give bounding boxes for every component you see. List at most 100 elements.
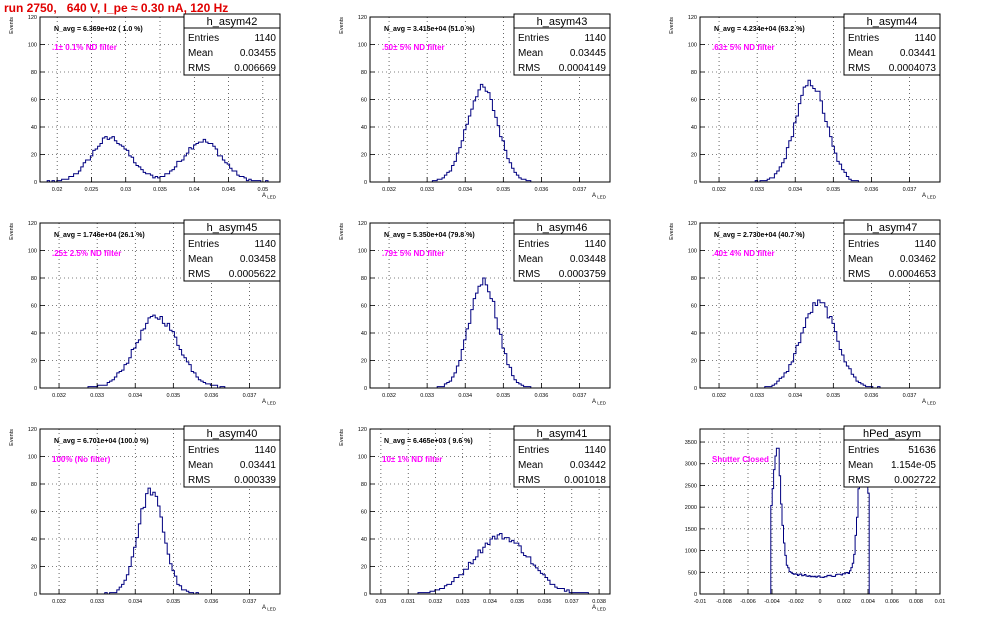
histogram-name: h_asym44 xyxy=(867,16,918,28)
stats-box xyxy=(843,27,941,76)
x-tick-label: 0.037 xyxy=(565,599,579,605)
stats-box xyxy=(183,27,281,76)
x-axis-label: A LED xyxy=(592,605,607,612)
y-tick-label: 120 xyxy=(358,15,367,21)
stat-value: 0.0004073 xyxy=(889,63,937,74)
y-tick-label: 40 xyxy=(361,125,367,131)
stat-label: Mean xyxy=(188,460,213,471)
stat-label: Entries xyxy=(518,445,549,456)
x-tick-label: 0.037 xyxy=(573,187,587,193)
x-tick-label: 0.031 xyxy=(401,599,415,605)
stat-value: 0.0004653 xyxy=(889,269,937,280)
x-tick-label: 0.034 xyxy=(458,187,472,193)
x-tick-label: -0.002 xyxy=(788,599,804,605)
y-tick-label: 40 xyxy=(691,331,697,337)
histogram-panel-h_asym45: 0 20 40 60 80 100 120 0.032 0.033 0.034 0.035 0.036… xyxy=(9,219,281,406)
page-title: run 2750, 640 V, I_pe ≈ 0.30 nA, 120 Hz xyxy=(4,1,229,15)
filter-note: .79± 5% ND filter xyxy=(382,249,445,258)
x-tick-label: 0.035 xyxy=(166,599,180,605)
y-tick-label: 120 xyxy=(688,221,697,227)
y-tick-label: 100 xyxy=(28,249,37,255)
y-tick-label: 40 xyxy=(361,537,367,543)
y-tick-label: 20 xyxy=(361,565,367,571)
stat-label: Mean xyxy=(518,48,543,59)
y-tick-label: 100 xyxy=(358,455,367,461)
x-tick-label: 0.036 xyxy=(535,393,549,399)
y-tick-label: 20 xyxy=(691,153,697,159)
stat-label: Mean xyxy=(518,254,543,265)
x-tick-label: 0.05 xyxy=(257,187,268,193)
filter-note: .50± 5% ND filter xyxy=(382,43,445,52)
x-tick-label: 0.01 xyxy=(935,599,946,605)
filter-note: 100% (No filter) xyxy=(52,455,111,464)
x-tick-label: 0.02 xyxy=(52,187,63,193)
histogram-panel-h_asym44: 0 20 40 60 80 100 120 0.032 0.033 0.034 0.035 0.036… xyxy=(669,13,941,200)
y-tick-label: 20 xyxy=(361,153,367,159)
x-tick-label: 0.034 xyxy=(128,599,142,605)
y-tick-label: 100 xyxy=(688,43,697,49)
navg-label: N_avg = 6.369e+02 ( 1.0 %) xyxy=(54,26,143,33)
stat-value: 1140 xyxy=(914,33,936,44)
stat-value: 1140 xyxy=(254,33,276,44)
stat-value: 51636 xyxy=(908,445,936,456)
x-tick-label: 0.037 xyxy=(243,599,257,605)
y-tick-label: 40 xyxy=(31,537,37,543)
y-tick-label: 100 xyxy=(688,249,697,255)
stats-box xyxy=(183,439,281,488)
histogram-name: h_asym43 xyxy=(537,16,588,28)
stat-value: 0.03455 xyxy=(240,48,277,59)
histogram-line xyxy=(700,299,940,389)
x-tick-label: 0.004 xyxy=(861,599,875,605)
y-tick-label: 40 xyxy=(361,331,367,337)
navg-label: N_avg = 1.746e+04 (26.1 %) xyxy=(54,232,145,239)
y-tick-label: 80 xyxy=(361,276,367,282)
y-tick-label: 0 xyxy=(694,386,697,392)
y-axis-label: Events xyxy=(9,223,15,240)
navg-label: N_avg = 2.730e+04 (40.7 %) xyxy=(714,232,805,239)
stat-label: Entries xyxy=(848,445,879,456)
x-axis-label: A LED xyxy=(262,399,277,406)
y-tick-label: 120 xyxy=(358,221,367,227)
x-tick-label: -0.004 xyxy=(764,599,780,605)
stat-value: 1140 xyxy=(584,445,606,456)
stats-box xyxy=(183,233,281,282)
filter-note: .1± 0.1% ND filter xyxy=(52,43,117,52)
histogram-line xyxy=(40,314,280,389)
x-tick-label: 0.036 xyxy=(865,393,879,399)
y-axis-label: Events xyxy=(9,17,15,34)
navg-label: N_avg = 3.415e+04 (51.0 %) xyxy=(384,26,475,33)
x-tick-label: 0.006 xyxy=(885,599,899,605)
y-tick-label: 100 xyxy=(28,455,37,461)
stat-label: RMS xyxy=(518,475,541,486)
histogram-panel-h_asym40: 0 20 40 60 80 100 120 0.032 0.033 0.034 0.035 0.036… xyxy=(9,425,281,612)
stat-label: RMS xyxy=(188,269,211,280)
x-tick-label: 0.035 xyxy=(153,187,167,193)
x-tick-label: 0.03 xyxy=(120,187,131,193)
y-tick-label: 3000 xyxy=(685,462,697,468)
x-tick-label: 0.035 xyxy=(826,187,840,193)
histogram-name: hPed_asym xyxy=(863,428,921,440)
stat-label: RMS xyxy=(188,63,211,74)
y-tick-label: 2000 xyxy=(685,505,697,511)
y-tick-label: 120 xyxy=(28,427,37,433)
histogram-name: h_asym45 xyxy=(207,222,258,234)
y-tick-label: 80 xyxy=(361,70,367,76)
stat-value: 0.03445 xyxy=(570,48,607,59)
filter-note: .25± 2.5% ND filter xyxy=(52,249,121,258)
x-tick-label: 0.035 xyxy=(166,393,180,399)
y-tick-label: 0 xyxy=(364,180,367,186)
stat-label: Entries xyxy=(188,33,219,44)
stat-value: 0.03462 xyxy=(900,254,937,265)
x-tick-label: 0.036 xyxy=(865,187,879,193)
y-tick-label: 40 xyxy=(691,125,697,131)
x-tick-label: 0.037 xyxy=(903,393,917,399)
x-tick-label: 0.033 xyxy=(456,599,470,605)
stats-box xyxy=(513,439,611,488)
stat-label: Mean xyxy=(188,254,213,265)
y-axis-label: Events xyxy=(669,17,675,34)
y-tick-label: 60 xyxy=(691,98,697,104)
y-tick-label: 40 xyxy=(31,125,37,131)
x-tick-label: 0.034 xyxy=(788,187,802,193)
histogram-panel-h_asym42: 0 20 40 60 80 100 120 0.02 0.025 0.03 0.035 0.04 0.0… xyxy=(9,13,281,200)
y-tick-label: 0 xyxy=(34,180,37,186)
